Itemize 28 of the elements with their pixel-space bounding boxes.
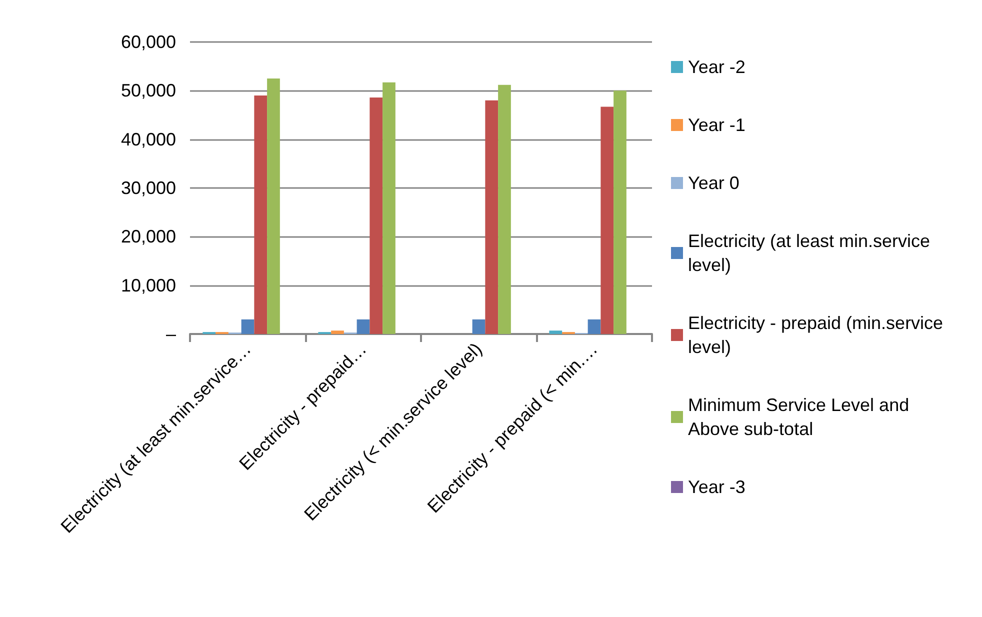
y-tick-label: – xyxy=(166,324,176,344)
bar xyxy=(331,330,344,334)
bar xyxy=(600,106,614,334)
legend-label: Year -2 xyxy=(688,57,746,77)
bar xyxy=(614,90,626,334)
legend-label: Minimum Service Level and Above sub-total xyxy=(688,395,914,439)
bar xyxy=(472,319,486,334)
bar xyxy=(254,96,268,334)
legend-label: Year -3 xyxy=(688,477,746,497)
y-tick-label: 30,000 xyxy=(120,178,176,198)
bar xyxy=(485,100,498,334)
legend-label: Year -1 xyxy=(688,115,746,135)
bar xyxy=(588,319,601,334)
bar xyxy=(267,78,280,334)
bar xyxy=(356,319,370,334)
legend-label: Electricity - prepaid (min.service level) xyxy=(688,313,948,357)
y-tick-label: 60,000 xyxy=(120,32,176,52)
bar xyxy=(370,97,383,334)
y-tick-label: 40,000 xyxy=(120,129,176,150)
bar xyxy=(382,82,396,334)
y-tick-label: 10,000 xyxy=(120,275,176,296)
bar xyxy=(241,319,254,334)
legend-label: Electricity (at least min.service level) xyxy=(688,231,936,275)
y-tick-label: 50,000 xyxy=(120,80,176,101)
bar xyxy=(549,330,562,334)
bar xyxy=(498,84,511,334)
legend-label: Year 0 xyxy=(688,173,740,193)
y-tick-label: 20,000 xyxy=(120,226,176,247)
